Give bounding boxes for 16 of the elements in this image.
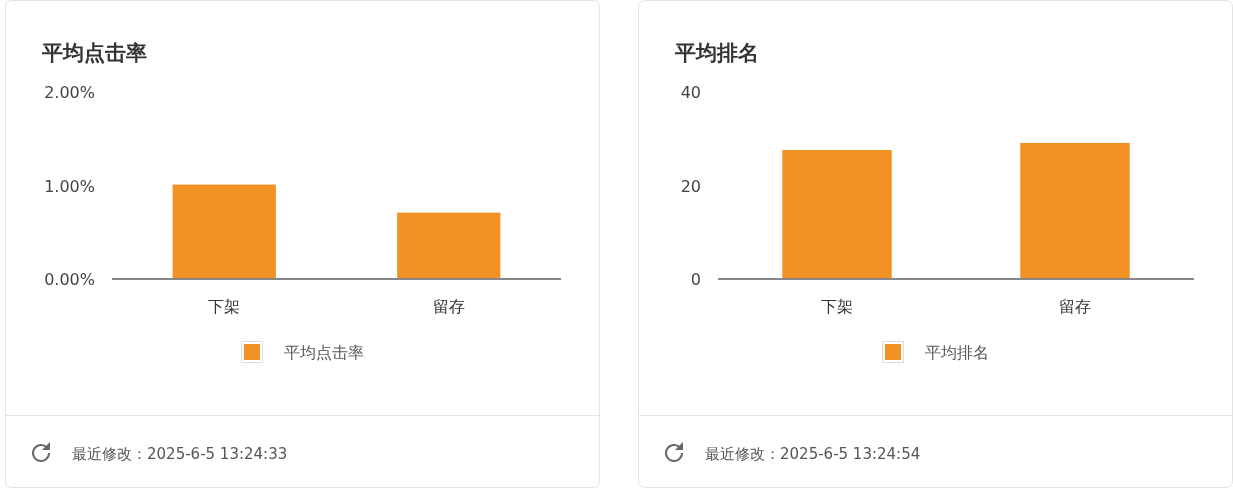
y-tick-label: 0.00% xyxy=(44,270,95,289)
y-tick-label: 1.00% xyxy=(44,176,95,196)
x-tick-label: 下架 xyxy=(821,297,853,316)
chart-title: 平均点击率 xyxy=(41,41,147,65)
y-tick-label: 2.00% xyxy=(44,83,95,102)
legend-label: 平均排名 xyxy=(925,343,989,362)
text: 最近修改：2025-6-5 13:24:33 xyxy=(72,445,288,463)
text: 最近修改：2025-6-5 13:24:54 xyxy=(705,445,921,463)
y-tick-label: 20 xyxy=(680,176,701,196)
x-tick-label: 留存 xyxy=(1059,297,1091,316)
y-tick-label: 40 xyxy=(680,83,701,102)
y-tick-label: 0 xyxy=(690,270,701,289)
x-tick-label: 留存 xyxy=(432,297,465,316)
chart-title: 平均排名 xyxy=(674,41,759,65)
legend-label: 平均点击率 xyxy=(284,343,364,362)
x-tick-label: 下架 xyxy=(208,297,241,316)
